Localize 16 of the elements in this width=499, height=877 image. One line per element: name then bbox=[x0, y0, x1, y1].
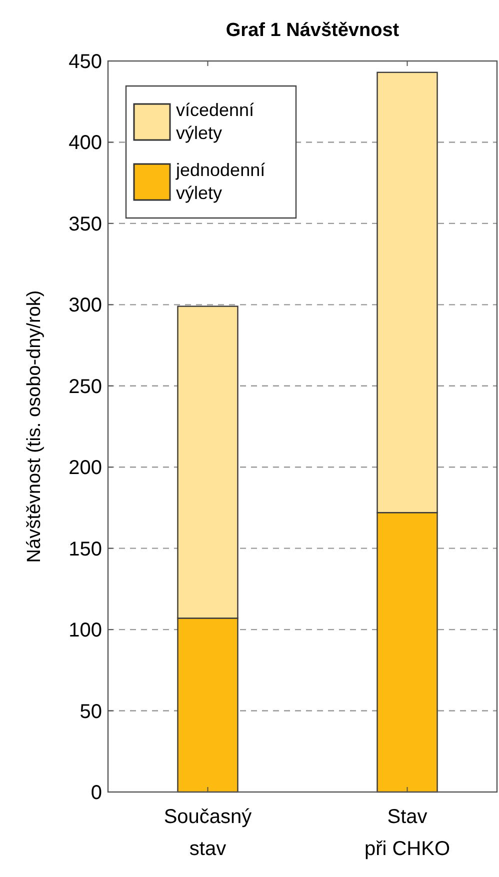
legend-label: jednodenní výlety bbox=[175, 160, 266, 203]
y-tick-label: 200 bbox=[68, 457, 102, 480]
chart-title: Graf 1 Návštěvnost bbox=[226, 20, 400, 41]
x-tick-label: Současný stav bbox=[164, 806, 252, 860]
x-tick-label: Stav při CHKO bbox=[364, 806, 450, 860]
y-axis-title: Návštěvnost (tis. osobo-dny/rok) bbox=[24, 290, 45, 563]
y-tick-label: 450 bbox=[68, 51, 102, 73]
y-tick-label: 300 bbox=[68, 294, 102, 317]
y-tick-label: 50 bbox=[80, 700, 102, 723]
y-tick-label: 350 bbox=[68, 213, 102, 236]
y-tick-label: 100 bbox=[68, 620, 102, 642]
y-tick-label: 250 bbox=[68, 376, 102, 398]
y-tick-label: 400 bbox=[68, 132, 102, 154]
y-tick-label: 0 bbox=[90, 782, 102, 804]
legend-label: vícedenní výlety bbox=[176, 100, 254, 143]
y-tick-label: 150 bbox=[68, 538, 102, 560]
